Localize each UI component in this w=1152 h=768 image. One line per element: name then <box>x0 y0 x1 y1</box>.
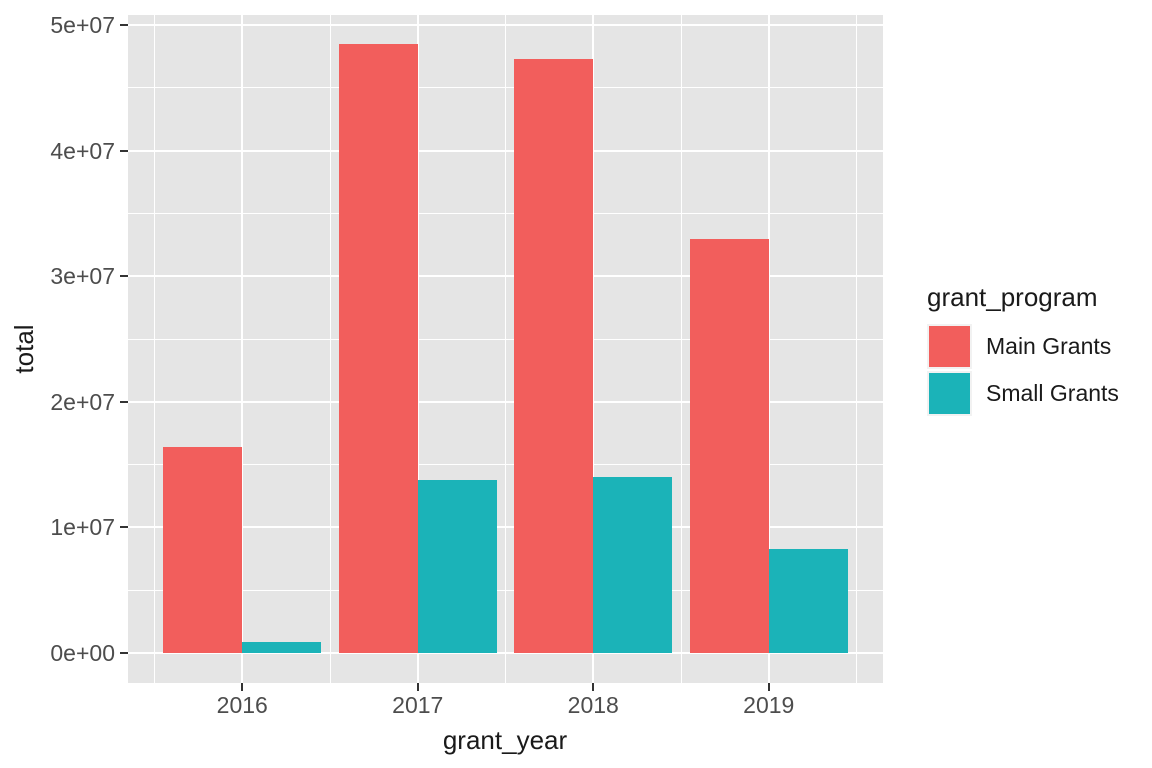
bar-main-grants-2016 <box>163 447 243 653</box>
gridline-minor-v <box>329 15 331 683</box>
small-grants-swatch <box>929 372 970 414</box>
y-axis-title: total <box>9 324 39 374</box>
y-tick-label: 2e+07 <box>50 388 115 415</box>
bar-small-grants-2018 <box>593 477 673 653</box>
plot-panel <box>128 15 883 683</box>
y-tick-mark <box>120 149 128 152</box>
x-tick-mark <box>241 683 244 691</box>
gridline-minor-v <box>680 15 682 683</box>
bar-small-grants-2016 <box>242 641 322 653</box>
legend-key <box>927 323 972 369</box>
y-tick-mark <box>120 526 128 529</box>
bar-main-grants-2018 <box>514 58 594 653</box>
y-tick-label: 0e+00 <box>50 640 115 666</box>
x-tick-label: 2018 <box>567 692 619 718</box>
x-tick-label: 2017 <box>392 692 444 718</box>
legend-entry-main-grants: Main Grants <box>927 323 1119 369</box>
legend: grant_program Main Grants Small Grants <box>927 283 1119 418</box>
y-tick-label: 5e+07 <box>50 12 115 38</box>
legend-title: grant_program <box>927 282 1098 312</box>
gridline-major-h <box>128 149 883 152</box>
x-tick-label: 2016 <box>216 692 268 718</box>
gridline-minor-v <box>505 15 506 683</box>
x-tick-mark <box>767 683 770 691</box>
gridline-major-v <box>416 15 419 683</box>
legend-entry-small-grants: Small Grants <box>927 370 1119 416</box>
bar-main-grants-2019 <box>689 238 769 653</box>
x-tick-label: 2019 <box>743 692 795 718</box>
legend-key <box>927 370 972 416</box>
gridline-major-h <box>128 526 883 529</box>
bar-small-grants-2017 <box>417 479 497 653</box>
legend-entry-label: Main Grants <box>986 332 1112 359</box>
y-tick-mark <box>120 275 128 278</box>
gridline-major-h <box>128 400 883 403</box>
y-tick-label: 1e+07 <box>50 514 115 541</box>
y-tick-mark <box>120 652 128 654</box>
gridline-minor-v <box>154 15 155 683</box>
gridline-major-v <box>767 15 770 683</box>
gridline-major-v <box>241 15 244 683</box>
gridline-minor-v <box>856 15 857 683</box>
y-tick-label: 4e+07 <box>50 137 115 164</box>
gridline-major-v <box>592 15 595 683</box>
y-tick-mark <box>120 24 128 26</box>
y-tick-mark <box>120 400 128 403</box>
y-tick-label: 3e+07 <box>50 263 115 290</box>
main-grants-swatch <box>929 325 970 367</box>
gridline-major-h <box>128 24 883 26</box>
bar-small-grants-2019 <box>768 548 848 653</box>
x-tick-mark <box>416 683 419 691</box>
x-axis-title: grant_year <box>442 725 568 755</box>
legend-entry-label: Small Grants <box>986 379 1119 406</box>
x-tick-mark <box>592 683 595 691</box>
gridline-major-h <box>128 275 883 278</box>
gridline-major-h <box>128 652 883 654</box>
bar-main-grants-2017 <box>338 43 418 653</box>
